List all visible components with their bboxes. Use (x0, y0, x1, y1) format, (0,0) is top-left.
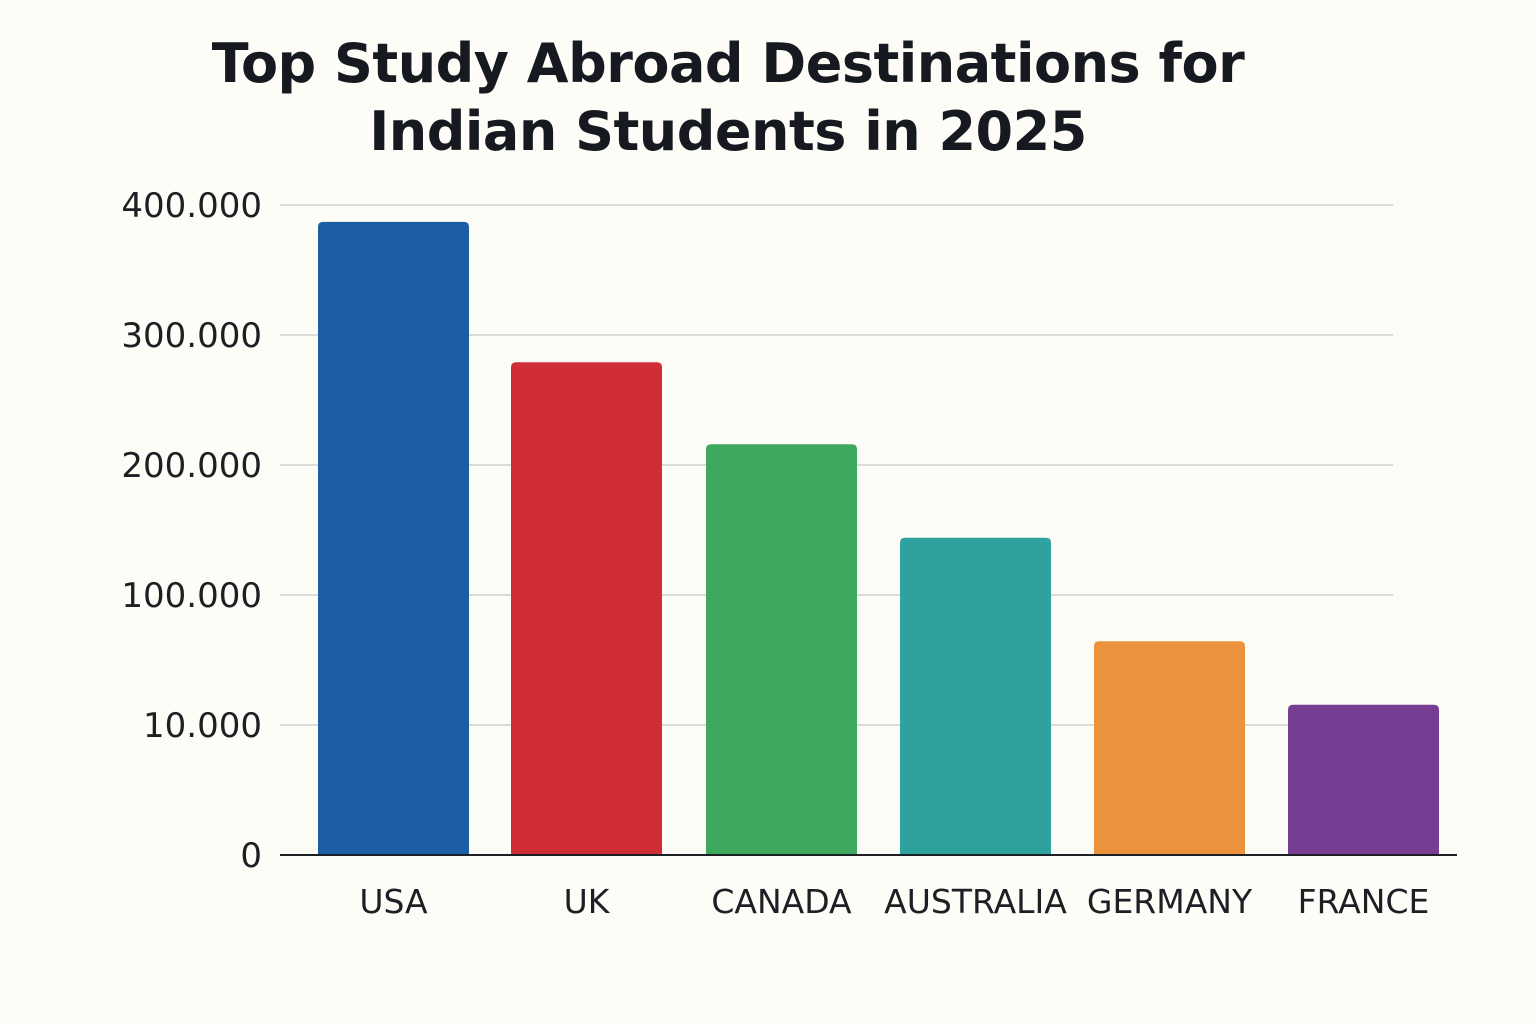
bar-australia (900, 537, 1051, 855)
x-tick-label-canada: CANADA (711, 882, 852, 921)
bar-usa (318, 221, 469, 855)
y-axis-ticks: 0 10.000 100.000 200.000 300.000 400.000 (121, 186, 262, 876)
x-tick-label-usa: USA (359, 882, 428, 921)
y-tick-label: 100.000 (121, 576, 262, 616)
x-tick-label-france: FRANCE (1298, 882, 1430, 921)
x-tick-label-germany: GERMANY (1087, 882, 1253, 921)
chart-title-line-1: Top Study Abroad Destinations for (211, 32, 1245, 95)
bars (318, 221, 1439, 855)
x-tick-label-uk: UK (564, 882, 611, 921)
y-tick-label: 0 (240, 836, 262, 876)
x-tick-label-australia: AUSTRALIA (884, 882, 1067, 921)
bar-uk (511, 362, 662, 855)
bar-canada (706, 444, 857, 855)
x-axis-labels: USA UK CANADA AUSTRALIA GERMANY FRANCE (359, 882, 1429, 921)
y-tick-label: 400.000 (121, 186, 262, 226)
bar-france (1288, 704, 1439, 855)
bar-germany (1094, 641, 1245, 855)
y-tick-label: 10.000 (143, 706, 262, 746)
y-tick-label: 300.000 (121, 316, 262, 356)
chart-title-line-2: Indian Students in 2025 (369, 100, 1087, 163)
y-tick-label: 200.000 (121, 446, 262, 486)
chart-title: Top Study Abroad Destinations for Indian… (0, 30, 1456, 166)
